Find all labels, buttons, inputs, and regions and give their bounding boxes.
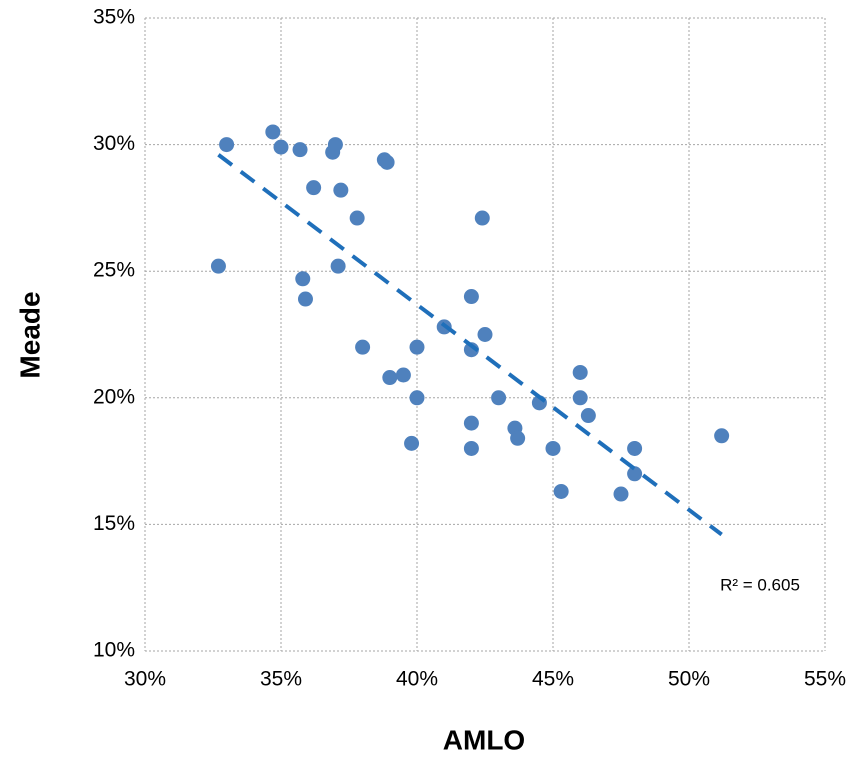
point xyxy=(553,483,569,499)
point xyxy=(463,415,479,431)
point xyxy=(463,440,479,456)
x-tick-label: 40% xyxy=(396,668,438,691)
point xyxy=(510,430,526,446)
y-axis-title: Meade xyxy=(14,291,45,378)
point xyxy=(265,124,281,140)
x-tick-label: 55% xyxy=(804,668,846,691)
point xyxy=(474,210,490,226)
point xyxy=(333,182,349,198)
point xyxy=(409,390,425,406)
point xyxy=(273,139,289,155)
point xyxy=(330,258,346,274)
point xyxy=(463,289,479,305)
x-axis-title: AMLO xyxy=(443,724,525,755)
y-tick-label: 10% xyxy=(93,639,135,662)
x-tick-label: 50% xyxy=(668,668,710,691)
point xyxy=(219,137,235,153)
y-tick-label: 20% xyxy=(93,385,135,408)
point xyxy=(306,180,322,196)
point xyxy=(463,342,479,358)
y-tick-label: 30% xyxy=(93,132,135,155)
point xyxy=(355,339,371,355)
point xyxy=(297,291,313,307)
point xyxy=(395,367,411,383)
y-tick-label: 35% xyxy=(93,6,135,29)
point xyxy=(714,428,730,444)
point xyxy=(491,390,507,406)
point xyxy=(382,370,398,386)
point xyxy=(627,440,643,456)
point xyxy=(572,364,588,380)
point xyxy=(477,327,493,342)
point xyxy=(627,466,643,482)
point xyxy=(545,440,561,456)
point xyxy=(404,435,420,451)
point xyxy=(210,258,226,274)
point xyxy=(409,339,425,355)
trendline xyxy=(217,153,723,537)
x-tick-label: 30% xyxy=(124,668,166,691)
x-tick-label: 45% xyxy=(532,668,574,691)
point xyxy=(295,271,311,287)
point xyxy=(327,137,343,153)
point xyxy=(379,154,395,170)
point xyxy=(292,142,308,158)
y-tick-label: 15% xyxy=(93,512,135,535)
point xyxy=(349,210,365,226)
y-tick-label: 25% xyxy=(93,259,135,282)
point xyxy=(613,486,629,502)
r-squared: R² = 0.605 xyxy=(720,575,800,594)
point xyxy=(572,390,588,406)
point xyxy=(580,408,596,424)
x-tick-label: 35% xyxy=(260,668,302,691)
